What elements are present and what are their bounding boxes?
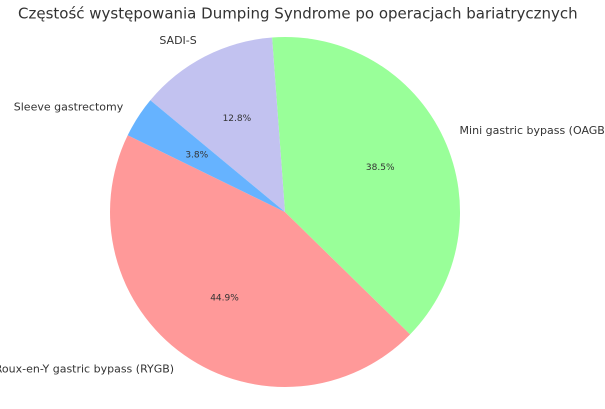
pie-slice xyxy=(109,135,411,388)
slice-label: Sleeve gastrectomy xyxy=(14,101,124,114)
slice-label: Roux-en-Y gastric bypass (RYGB) xyxy=(0,362,174,375)
pie-slice xyxy=(150,37,285,212)
slice-label: SADI-S xyxy=(159,34,196,47)
chart-title: Częstość występowania Dumping Syndrome p… xyxy=(18,5,578,23)
value-label: 38.5% xyxy=(366,163,395,173)
slice-label: Mini gastric bypass (OAGB) xyxy=(460,124,605,137)
value-label: 44.9% xyxy=(210,293,239,303)
pie-slice xyxy=(272,36,460,335)
value-label: 12.8% xyxy=(223,114,252,124)
value-label: 3.8% xyxy=(185,151,208,161)
pie-slice xyxy=(127,100,285,212)
